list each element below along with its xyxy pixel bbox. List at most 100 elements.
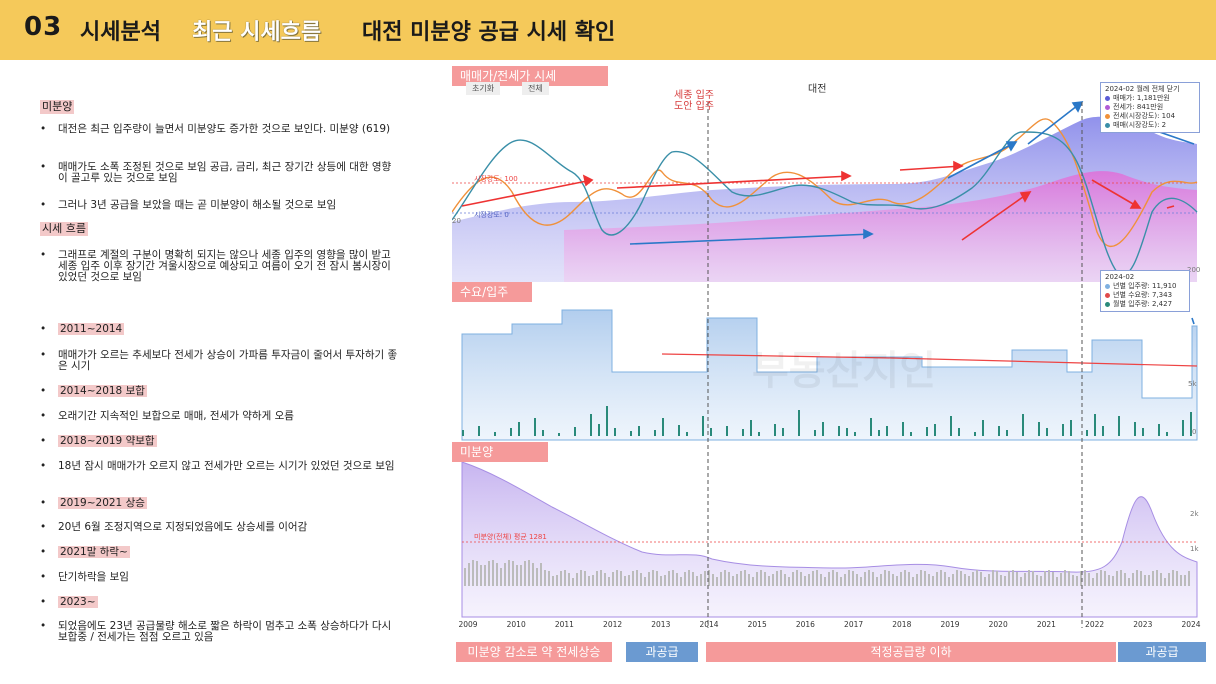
unsold-bar <box>1000 575 1002 586</box>
monthly-supply-bar <box>798 410 800 436</box>
unsold-bar <box>492 560 494 586</box>
unsold-bar <box>800 572 802 586</box>
monthly-supply-bar <box>982 420 984 436</box>
unsold-bar <box>772 574 774 586</box>
period-box-oversupply-1: 과공급 <box>626 642 698 662</box>
unsold-bar <box>552 576 554 586</box>
unsold-bar <box>1052 572 1054 586</box>
supply-right-mid-tick: 5k <box>1188 380 1197 388</box>
unsold-bar <box>848 570 850 586</box>
monthly-supply-bar <box>598 424 600 436</box>
unsold-bar <box>952 574 954 586</box>
unsold-bar <box>1044 571 1046 586</box>
monthly-supply-bar <box>1134 422 1136 436</box>
unsold-bar <box>1176 571 1178 586</box>
trend-arrows-red <box>461 160 1175 241</box>
unsold-bar <box>652 570 654 586</box>
unsold-bar <box>936 572 938 586</box>
unsold-bar <box>1116 571 1118 586</box>
page-header: 03 시세분석 최근 시세흐름 대전 미분양 공급 시세 확인 <box>0 0 1216 60</box>
monthly-supply-bar <box>462 430 464 436</box>
bullet-item: • 18년 잠시 매매가가 오르지 않고 전세가만 오르는 시기가 있었던 것으로… <box>40 460 395 472</box>
unsold-bar <box>920 570 922 586</box>
unsold-bar <box>732 576 734 586</box>
reset-tab[interactable]: 초기화 <box>466 82 501 95</box>
year-tick: 2021 <box>1036 620 1056 629</box>
monthly-supply-bar <box>1118 416 1120 436</box>
unsold-bar <box>780 570 782 586</box>
monthly-supply-bar <box>1046 428 1048 436</box>
unsold-bar <box>588 576 590 586</box>
unsold-bar <box>1148 575 1150 586</box>
unsold-bar <box>528 560 530 586</box>
unsold-bar <box>884 570 886 586</box>
unsold-bar <box>568 573 570 586</box>
period-item-2019-2021: • 2019~2021 상승 <box>40 497 147 509</box>
unsold-bar <box>748 574 750 586</box>
unsold-bar <box>824 577 826 586</box>
unsold-bar <box>1020 577 1022 586</box>
price-chart-label: 매매가/전세가 시세 <box>452 66 608 86</box>
unsold-bar <box>1096 573 1098 586</box>
unsold-bar <box>1104 571 1106 586</box>
unsold-bar <box>940 570 942 586</box>
unsold-bar <box>1036 575 1038 586</box>
unsold-bar <box>636 570 638 586</box>
monthly-supply-bar <box>934 424 936 436</box>
unsold-bar <box>644 577 646 586</box>
unsold-bar <box>672 570 674 586</box>
yearly-supply-area <box>461 309 1198 441</box>
unsold-bar <box>976 570 978 586</box>
unsold-bar <box>820 574 822 586</box>
year-tick: 2024 <box>1181 620 1201 629</box>
analysis-text-column: 미분양 • 대전은 최근 입주량이 늘면서 미분양도 증가한 것으로 보인다. 미… <box>0 60 440 684</box>
monthly-supply-bar <box>878 430 880 436</box>
unsold-bar <box>736 574 738 586</box>
period-item-2011-2014: • 2011~2014 <box>40 323 125 335</box>
unsold-bar <box>716 577 718 586</box>
unsold-bar <box>676 573 678 586</box>
monthly-supply-bar <box>574 427 576 436</box>
unsold-bar <box>1108 575 1110 586</box>
unsold-bar <box>996 571 998 586</box>
bullet-item: • 매매가가 오르는 추세보다 전세가 상승이 가파름 투자금이 줄어서 투자하기… <box>40 349 398 372</box>
unsold-bar <box>576 573 578 586</box>
monthly-supply-bar <box>902 422 904 436</box>
unsold-bar <box>840 577 842 586</box>
monthly-supply-bar <box>1182 420 1184 436</box>
period-box-oversupply-2: 과공급 <box>1118 642 1206 662</box>
unsold-bar <box>816 570 818 586</box>
monthly-supply-bar <box>1022 414 1024 436</box>
unsold-bar <box>688 570 690 586</box>
unsold-bar <box>720 572 722 586</box>
unsold-bar <box>1024 573 1026 586</box>
unsold-chart-label: 미분양 <box>452 442 548 462</box>
unsold-bar <box>632 571 634 586</box>
year-tick: 2009 <box>458 620 478 629</box>
unsold-bar <box>984 577 986 586</box>
section-head-price-trend: 시세 흐름 <box>40 222 88 236</box>
period-item-2014-2018: • 2014~2018 보합 <box>40 385 147 397</box>
unsold-bar <box>864 572 866 586</box>
unsold-2k-tick: 2k <box>1190 510 1199 518</box>
unsold-bar <box>964 574 966 586</box>
monthly-supply-bar <box>1142 428 1144 436</box>
unsold-bar <box>484 565 486 586</box>
unsold-bar <box>860 577 862 586</box>
monthly-supply-bar <box>494 432 496 436</box>
unsold-bar <box>500 568 502 586</box>
unsold-bar <box>1128 578 1130 586</box>
monthly-supply-bar <box>1070 420 1072 436</box>
monthly-supply-bar <box>614 428 616 436</box>
unsold-bar <box>680 577 682 586</box>
unsold-bar <box>972 572 974 586</box>
monthly-supply-bar <box>542 430 544 436</box>
all-tab[interactable]: 전체 <box>522 82 549 95</box>
unsold-bar <box>684 572 686 586</box>
unsold-bar <box>628 575 630 586</box>
bullet-item: • 매매가도 소폭 조정된 것으로 보임 공급, 금리, 최근 장기간 상등에 대… <box>40 161 392 184</box>
monthly-supply-bar <box>782 428 784 436</box>
unsold-bar <box>1016 572 1018 586</box>
unsold-bar <box>908 572 910 586</box>
unsold-bar <box>752 577 754 586</box>
